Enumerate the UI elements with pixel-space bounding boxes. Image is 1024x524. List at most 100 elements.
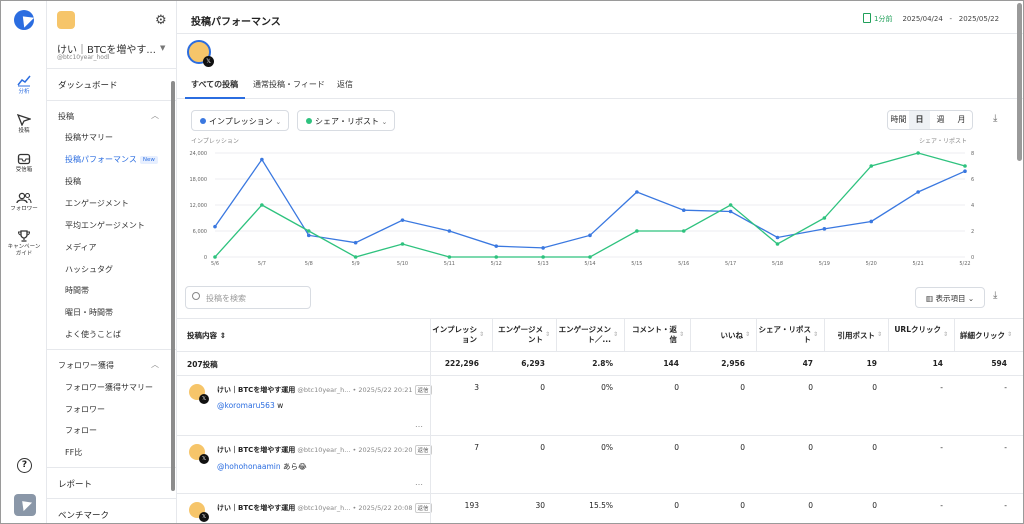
column-header[interactable]: コメント・返信 <box>632 325 677 344</box>
period-month[interactable]: 月 <box>957 115 966 124</box>
help-icon[interactable]: ? <box>17 458 32 473</box>
reply-tag: 返信 <box>414 445 432 455</box>
nav-section-followers[interactable]: フォロワー獲得 <box>58 361 114 370</box>
y-right-tick-label: 0 <box>971 255 974 261</box>
account-name[interactable]: けい｜BTCを増やす... <box>57 45 156 56</box>
column-header[interactable]: エンゲージメント／... <box>558 325 611 344</box>
account-avatar[interactable]: 𝕏 <box>187 40 214 67</box>
column-header[interactable]: 引用ポスト <box>837 331 876 340</box>
x-tick-label: 5/11 <box>444 261 455 267</box>
tab-replies[interactable]: 返信 <box>337 80 353 89</box>
table-row[interactable]: 𝕏 けい｜BTCを増やす運用 @btc10year_h... • 2025/5/2… <box>177 493 1023 524</box>
date-range[interactable]: 1分前 2025/04/24 - 2025/05/22 <box>863 13 999 24</box>
nav-section-posts[interactable]: 投稿 <box>58 112 74 121</box>
display-columns-button[interactable]: ▥ 表示項目 ⌄ <box>915 287 985 308</box>
sort-icon[interactable]: ⇕ <box>613 331 619 338</box>
chevron-up-icon[interactable]: ︿ <box>151 111 159 120</box>
column-header[interactable]: 詳細クリック <box>960 331 1005 340</box>
gear-icon[interactable]: ⚙ <box>155 13 167 28</box>
post-author-name: けい｜BTCを増やす運用 <box>217 386 296 394</box>
right-metric-select[interactable]: シェア・リポスト ⌄ <box>297 110 395 131</box>
data-point <box>541 246 545 250</box>
sort-icon[interactable]: ⇕ <box>679 331 685 338</box>
nav-follower-summary[interactable]: フォロワー獲得サマリー <box>65 383 153 392</box>
sort-icon[interactable]: ⇕ <box>479 331 485 338</box>
sort-icon[interactable]: ⇕ <box>745 331 751 338</box>
more-icon[interactable]: … <box>415 478 423 487</box>
sort-icon[interactable]: ⇕ <box>943 331 949 338</box>
column-header[interactable]: いいね <box>720 331 744 340</box>
nav-report[interactable]: レポート <box>58 480 93 490</box>
account-dropdown-icon[interactable]: ▼ <box>160 44 166 52</box>
column-header[interactable]: インプレッション <box>432 325 477 344</box>
rail-analytics[interactable]: 分析 <box>1 75 47 96</box>
cell-value: 0 <box>540 383 545 392</box>
nav-followers[interactable]: フォロワー <box>65 405 105 414</box>
table-row[interactable]: 𝕏 けい｜BTCを増やす運用 @btc10year_h... • 2025/5/2… <box>177 435 1023 494</box>
column-divider <box>492 319 493 352</box>
nav-ff-ratio[interactable]: FF比 <box>65 448 83 457</box>
series-color-dot <box>306 118 312 124</box>
x-tick-label: 5/16 <box>678 261 689 267</box>
nav-following[interactable]: フォロー <box>65 426 97 435</box>
chart-line-icon <box>17 75 31 87</box>
data-point <box>869 164 874 168</box>
cell-value: 0 <box>808 443 813 452</box>
nav-post-summary[interactable]: 投稿サマリー <box>65 133 113 142</box>
period-day[interactable]: 日 <box>909 111 930 129</box>
nav-dashboard[interactable]: ダッシュボード <box>58 81 118 91</box>
nav-hashtag[interactable]: ハッシュタグ <box>65 265 113 274</box>
icon-rail: 分析 投稿 受信箱 フォロワー キャンペーン ガイド ? <box>1 1 47 523</box>
account-avatar[interactable] <box>57 11 75 29</box>
main-scrollbar[interactable] <box>1017 3 1022 161</box>
nav-time-of-day[interactable]: 時間帯 <box>65 286 89 295</box>
post-text: @koromaru563 w <box>217 401 283 410</box>
tab-all-posts[interactable]: すべての投稿 <box>191 80 239 89</box>
user-avatar[interactable] <box>14 494 36 516</box>
app-logo-icon[interactable] <box>14 10 34 30</box>
nav-post-performance[interactable]: 投稿パフォーマンス New <box>65 154 158 165</box>
more-icon[interactable]: … <box>415 518 423 524</box>
post-mention[interactable]: @koromaru563 <box>217 401 275 410</box>
cell-value: 0 <box>808 383 813 392</box>
more-icon[interactable]: … <box>415 420 423 429</box>
column-header[interactable]: 投稿内容 ⇕ <box>187 331 226 340</box>
left-metric-select[interactable]: インプレッション ⌄ <box>191 110 289 131</box>
side-scrollbar[interactable] <box>171 81 175 491</box>
rail-post[interactable]: 投稿 <box>1 114 47 135</box>
rail-followers[interactable]: フォロワー <box>1 192 47 213</box>
table-row[interactable]: 𝕏 けい｜BTCを増やす運用 @btc10year_h... • 2025/5/2… <box>177 375 1023 436</box>
cell-value: 15.5% <box>589 501 613 510</box>
x-tick-label: 5/22 <box>959 261 970 267</box>
sort-icon[interactable]: ⇕ <box>813 331 819 338</box>
nav-benchmark[interactable]: ベンチマーク <box>58 511 110 521</box>
nav-engagement[interactable]: エンゲージメント <box>65 199 129 208</box>
period-week[interactable]: 週 <box>936 115 945 124</box>
tab-regular-posts[interactable]: 通常投稿・フィード <box>253 80 325 89</box>
data-point <box>494 244 499 248</box>
cell-value: - <box>940 383 943 392</box>
rail-campaign-label: キャンペーン ガイド <box>7 244 41 257</box>
nav-common-words[interactable]: よく使うことば <box>65 330 121 339</box>
column-header[interactable]: URLクリック <box>894 325 941 334</box>
column-header[interactable]: エンゲージメント <box>498 325 543 344</box>
download-icon[interactable]: ⤓ <box>993 290 998 301</box>
rail-campaign[interactable]: キャンペーン ガイド <box>1 230 47 258</box>
chevron-up-icon[interactable]: ︿ <box>151 360 159 369</box>
nav-average-engagement[interactable]: 平均エンゲージメント <box>65 221 145 230</box>
column-divider <box>430 494 431 523</box>
search-input[interactable]: 投稿を検索 <box>185 286 311 309</box>
nav-media[interactable]: メディア <box>65 243 97 252</box>
sort-icon[interactable]: ⇕ <box>545 331 551 338</box>
y-right-tick-label: 8 <box>971 151 974 157</box>
column-header[interactable]: シェア・リポスト <box>758 325 812 344</box>
nav-weekday-time[interactable]: 曜日・時間帯 <box>65 308 113 317</box>
period-hour[interactable]: 時間 <box>890 115 907 124</box>
nav-posts[interactable]: 投稿 <box>65 177 81 186</box>
cell-value: - <box>1004 443 1007 452</box>
sort-icon[interactable]: ⇕ <box>877 331 883 338</box>
post-mention[interactable]: @hohohonaamin <box>217 462 281 471</box>
download-icon[interactable]: ⤓ <box>993 113 998 124</box>
rail-inbox[interactable]: 受信箱 <box>1 153 47 174</box>
sort-icon[interactable]: ⇕ <box>1007 331 1013 338</box>
